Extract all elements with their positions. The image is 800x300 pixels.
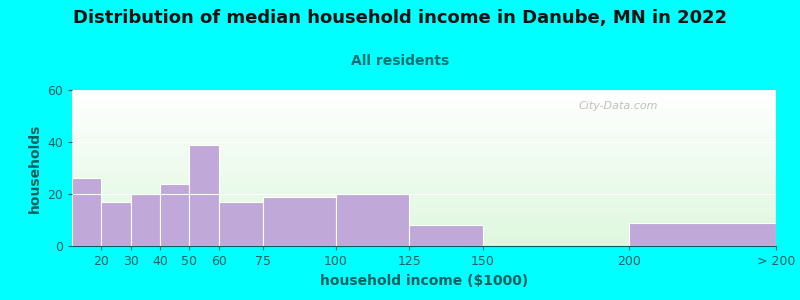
Bar (630, 223, 776, 246)
Bar (410, 225, 482, 246)
Bar (160, 184, 190, 246)
Text: Distribution of median household income in Danube, MN in 2022: Distribution of median household income … (73, 9, 727, 27)
Bar (190, 145, 218, 246)
Text: All residents: All residents (351, 54, 449, 68)
Text: City-Data.com: City-Data.com (579, 101, 658, 111)
Bar (218, 202, 262, 246)
Bar (72, 178, 102, 246)
Y-axis label: households: households (27, 123, 42, 213)
Bar (130, 194, 160, 246)
Bar (262, 196, 336, 246)
Bar (102, 202, 130, 246)
X-axis label: household income ($1000): household income ($1000) (320, 274, 528, 288)
Bar (336, 194, 410, 246)
